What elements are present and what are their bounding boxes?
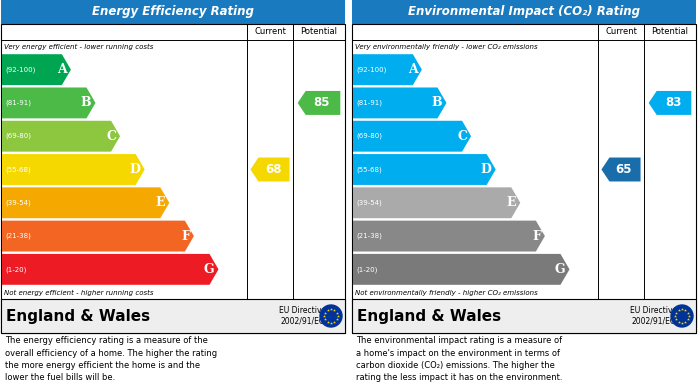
Text: B: B <box>432 97 442 109</box>
Polygon shape <box>353 54 422 85</box>
Text: (55-68): (55-68) <box>356 166 382 173</box>
Polygon shape <box>2 54 71 85</box>
Text: D: D <box>130 163 141 176</box>
Text: Potential: Potential <box>300 27 337 36</box>
Text: D: D <box>481 163 491 176</box>
Text: (69-80): (69-80) <box>5 133 31 140</box>
Text: 85: 85 <box>314 97 330 109</box>
Text: (81-91): (81-91) <box>356 100 382 106</box>
Text: Not energy efficient - higher running costs: Not energy efficient - higher running co… <box>4 289 153 296</box>
Text: A: A <box>57 63 67 76</box>
Bar <box>352 299 696 333</box>
Text: (1-20): (1-20) <box>5 266 27 273</box>
Text: Environmental Impact (CO₂) Rating: Environmental Impact (CO₂) Rating <box>408 5 640 18</box>
Text: Current: Current <box>605 27 637 36</box>
Bar <box>352 0 696 24</box>
Polygon shape <box>353 254 570 285</box>
Text: (39-54): (39-54) <box>356 199 382 206</box>
Text: E: E <box>156 196 165 209</box>
Text: F: F <box>181 230 190 242</box>
Text: 68: 68 <box>265 163 281 176</box>
Bar <box>352 24 696 333</box>
Text: (21-38): (21-38) <box>5 233 31 239</box>
Text: EU Directive
2002/91/EC: EU Directive 2002/91/EC <box>631 306 678 326</box>
Text: England & Wales: England & Wales <box>6 308 150 323</box>
Text: G: G <box>555 263 566 276</box>
Polygon shape <box>353 154 496 185</box>
Text: EU Directive
2002/91/EC: EU Directive 2002/91/EC <box>279 306 327 326</box>
Text: Energy Efficiency Rating: Energy Efficiency Rating <box>92 5 254 18</box>
Text: (55-68): (55-68) <box>5 166 31 173</box>
Polygon shape <box>2 221 194 251</box>
Text: (69-80): (69-80) <box>356 133 382 140</box>
Polygon shape <box>2 154 145 185</box>
Polygon shape <box>2 254 218 285</box>
Polygon shape <box>353 121 471 152</box>
Circle shape <box>671 305 693 327</box>
Text: The energy efficiency rating is a measure of the
overall efficiency of a home. T: The energy efficiency rating is a measur… <box>5 336 217 382</box>
Polygon shape <box>251 158 290 181</box>
Text: (92-100): (92-100) <box>5 66 36 73</box>
Text: A: A <box>408 63 418 76</box>
Polygon shape <box>2 121 120 152</box>
Text: England & Wales: England & Wales <box>357 308 501 323</box>
Text: (92-100): (92-100) <box>356 66 386 73</box>
Polygon shape <box>353 187 520 218</box>
Bar <box>1 24 345 333</box>
Text: 83: 83 <box>665 97 681 109</box>
Text: Very energy efficient - lower running costs: Very energy efficient - lower running co… <box>4 43 153 50</box>
Text: (1-20): (1-20) <box>356 266 377 273</box>
Text: C: C <box>457 130 467 143</box>
Text: C: C <box>106 130 116 143</box>
Text: The environmental impact rating is a measure of
a home's impact on the environme: The environmental impact rating is a mea… <box>356 336 563 382</box>
Text: B: B <box>81 97 92 109</box>
Polygon shape <box>298 91 340 115</box>
Text: F: F <box>532 230 541 242</box>
Text: (39-54): (39-54) <box>5 199 31 206</box>
Text: Potential: Potential <box>652 27 689 36</box>
Polygon shape <box>353 221 545 251</box>
Text: 65: 65 <box>616 163 632 176</box>
Text: (21-38): (21-38) <box>356 233 382 239</box>
Text: (81-91): (81-91) <box>5 100 31 106</box>
Polygon shape <box>601 158 640 181</box>
Polygon shape <box>2 187 169 218</box>
Polygon shape <box>2 88 95 118</box>
Bar <box>1 0 345 24</box>
Text: Current: Current <box>254 27 286 36</box>
Circle shape <box>320 305 342 327</box>
Polygon shape <box>353 88 447 118</box>
Text: E: E <box>507 196 517 209</box>
Polygon shape <box>649 91 692 115</box>
Text: Not environmentally friendly - higher CO₂ emissions: Not environmentally friendly - higher CO… <box>355 289 538 296</box>
Text: Very environmentally friendly - lower CO₂ emissions: Very environmentally friendly - lower CO… <box>355 43 538 50</box>
Text: G: G <box>204 263 214 276</box>
Bar <box>1 299 345 333</box>
